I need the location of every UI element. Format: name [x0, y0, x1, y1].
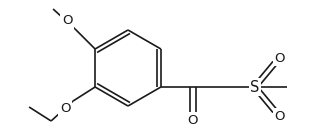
- Text: O: O: [62, 14, 72, 27]
- Text: O: O: [60, 103, 70, 116]
- Text: S: S: [250, 79, 260, 95]
- Text: O: O: [275, 109, 285, 123]
- Text: O: O: [188, 113, 198, 127]
- Text: O: O: [275, 51, 285, 64]
